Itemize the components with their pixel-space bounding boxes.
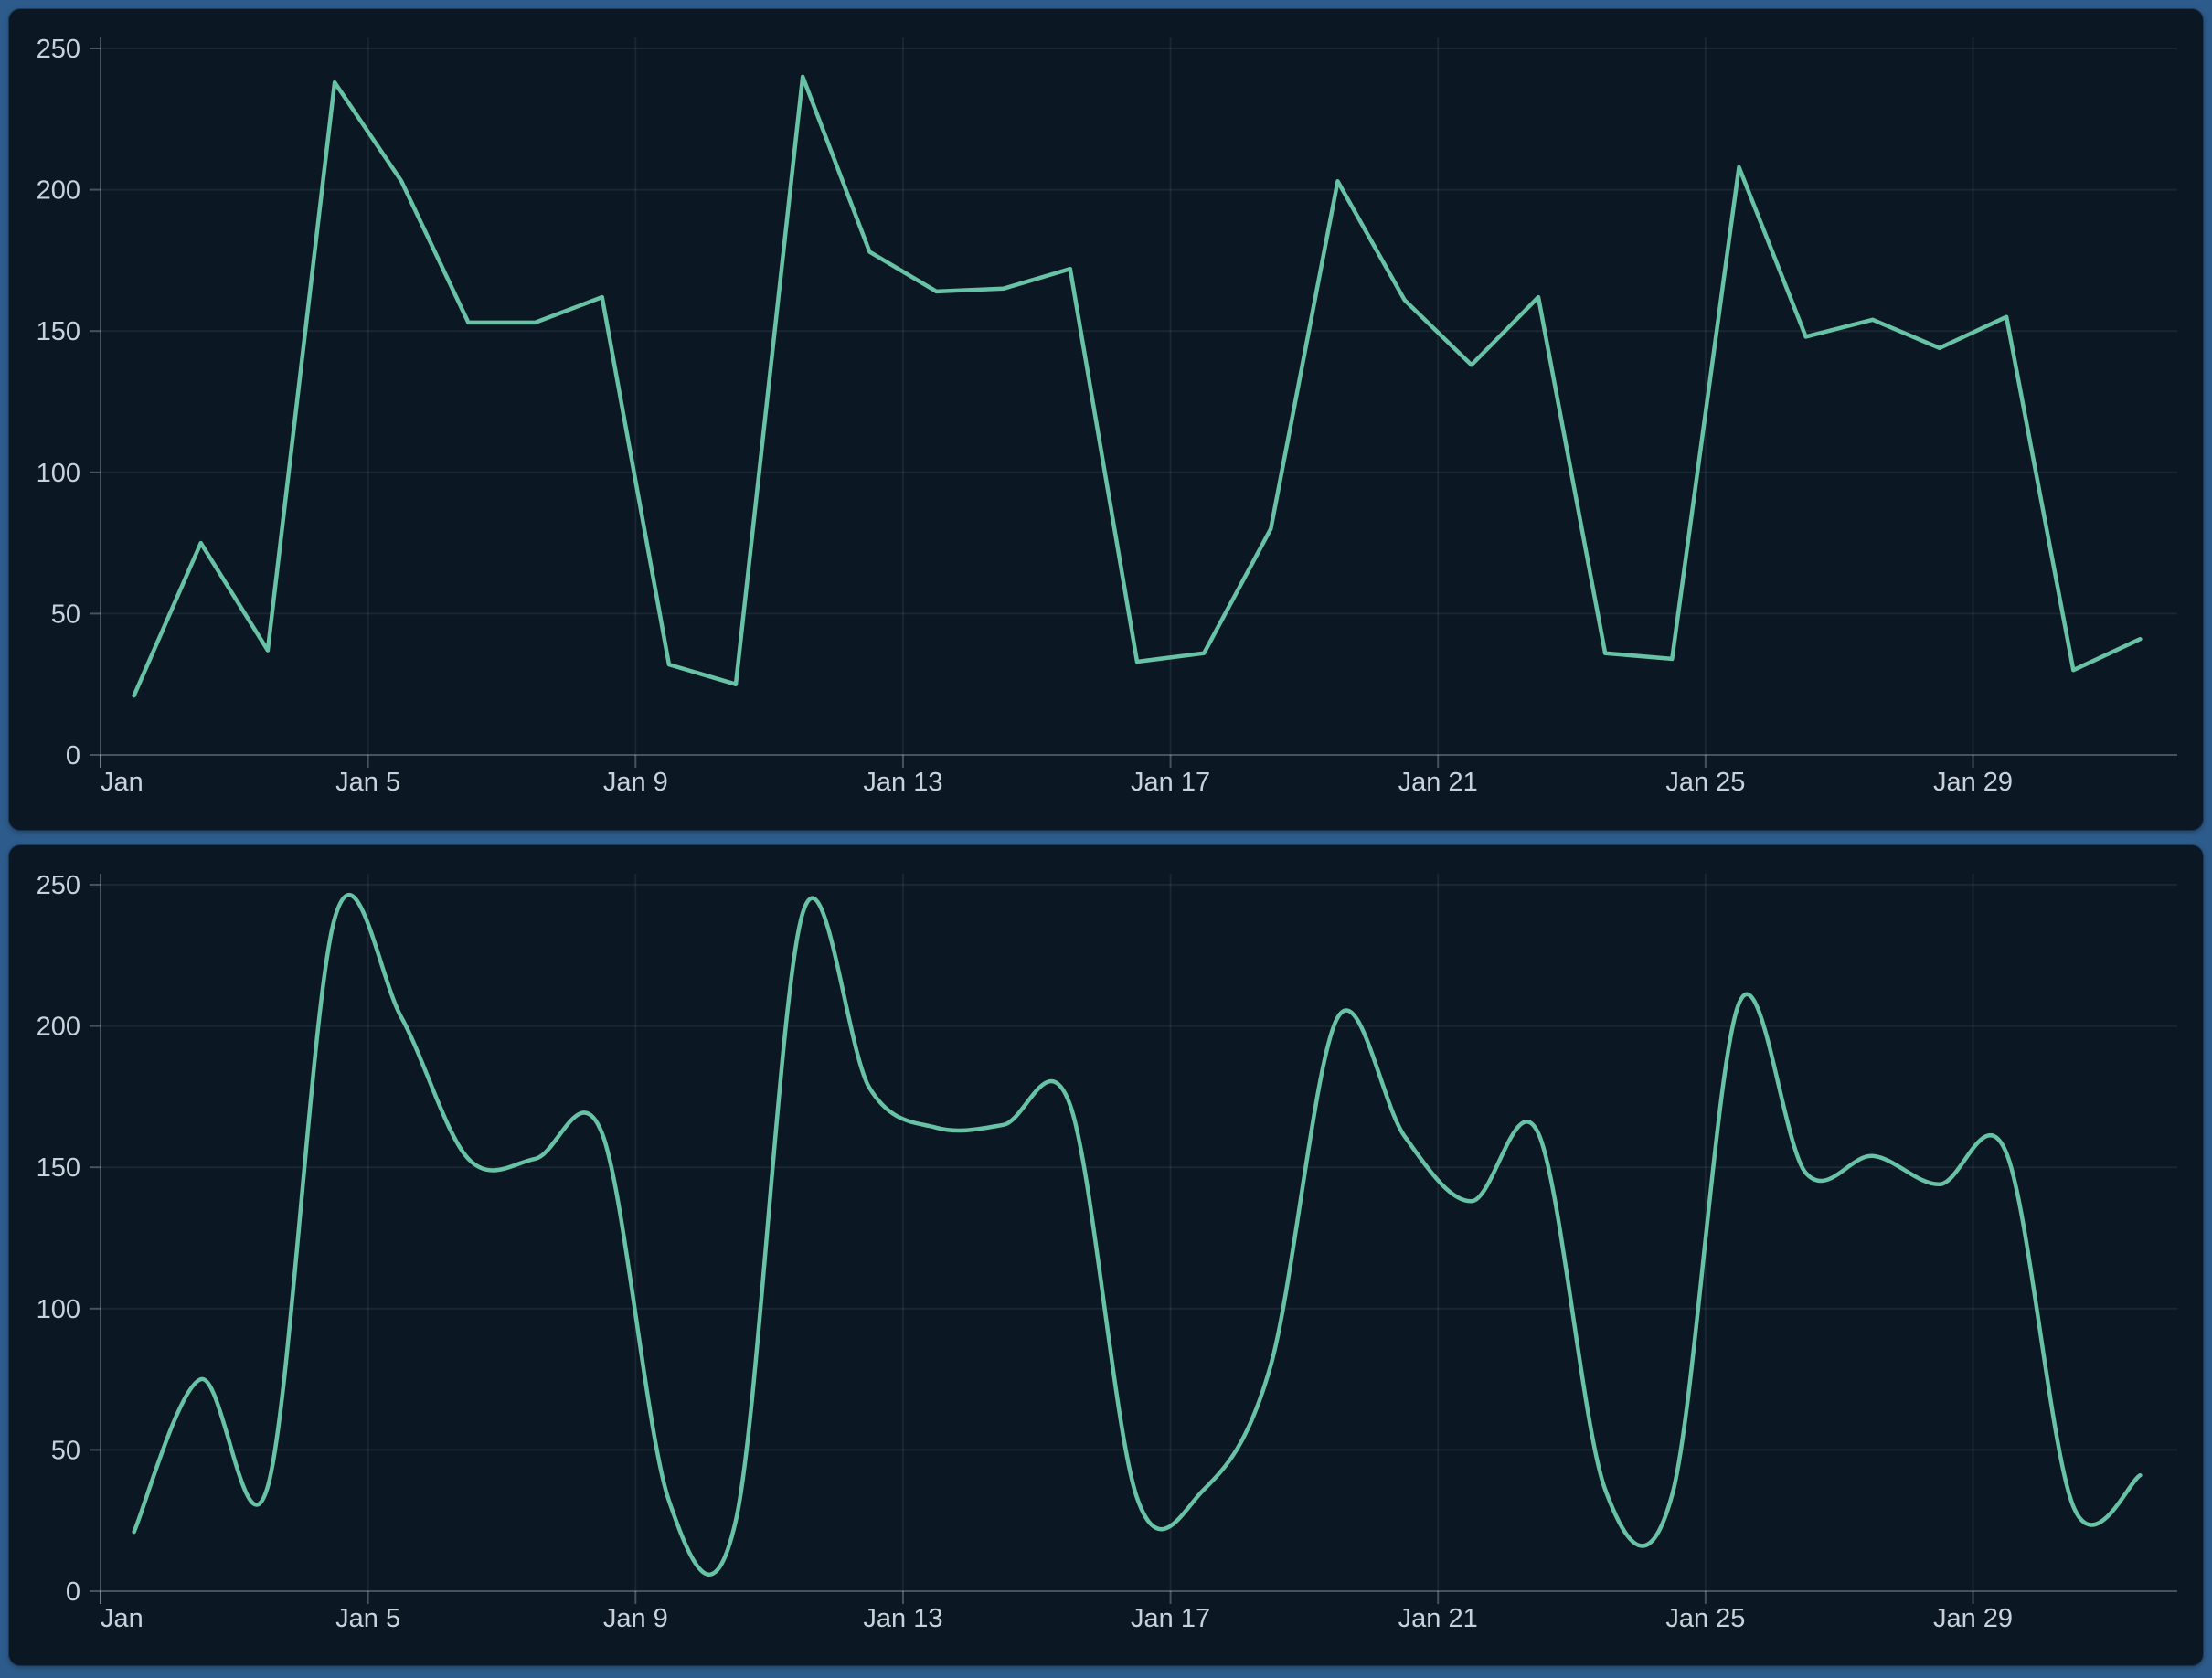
y-tick-label: 250 [37,871,80,900]
x-tick-label: Jan 29 [1933,768,2013,797]
y-tick-label: 200 [37,1013,80,1042]
x-tick-label: Jan 25 [1665,1604,1745,1633]
bottom-line-chart-canvas[interactable]: 0 50 100 150 200 250 Jan Jan 5 Jan 9 Jan 13 Jan 17… [9,845,2203,1665]
series-line [132,892,2143,1577]
top-line-chart-canvas[interactable]: 0 50 100 150 200 250 Jan Jan 5 Jan 9 Jan 13 Jan 17… [9,9,2203,830]
x-tick-label: Jan 5 [335,768,400,797]
x-tick-label: Jan 9 [603,768,668,797]
y-tick-label: 50 [51,600,80,629]
x-tick-label: Jan 25 [1665,768,1745,797]
bottom-chart-panel: 0 50 100 150 200 250 Jan Jan 5 Jan 9 Jan 13 Jan 17… [9,845,2203,1665]
x-tick-label: Jan 17 [1131,1604,1210,1633]
y-tick-label: 50 [51,1436,80,1465]
x-tick-label: Jan [101,1604,144,1633]
y-tick-label: 150 [37,317,80,346]
x-tick-label: Jan 13 [863,768,942,797]
x-tick-label: Jan [101,768,144,797]
y-tick-label: 250 [37,35,80,64]
y-tick-label: 150 [37,1153,80,1183]
y-tick-label: 100 [37,1295,80,1324]
x-tick-label: Jan 9 [603,1604,668,1633]
y-tick-label: 0 [66,1577,80,1607]
y-tick-label: 200 [37,176,80,206]
top-chart-panel: 0 50 100 150 200 250 Jan Jan 5 Jan 9 Jan 13 Jan 17… [9,9,2203,830]
x-tick-label: Jan 29 [1933,1604,2013,1633]
x-tick-label: Jan 13 [863,1604,942,1633]
x-tick-label: Jan 17 [1131,768,1210,797]
y-tick-label: 0 [66,741,80,770]
y-tick-label: 100 [37,459,80,488]
x-tick-label: Jan 21 [1398,768,1478,797]
x-tick-label: Jan 21 [1398,1604,1478,1633]
series-line [132,74,2143,698]
x-tick-label: Jan 5 [335,1604,400,1633]
